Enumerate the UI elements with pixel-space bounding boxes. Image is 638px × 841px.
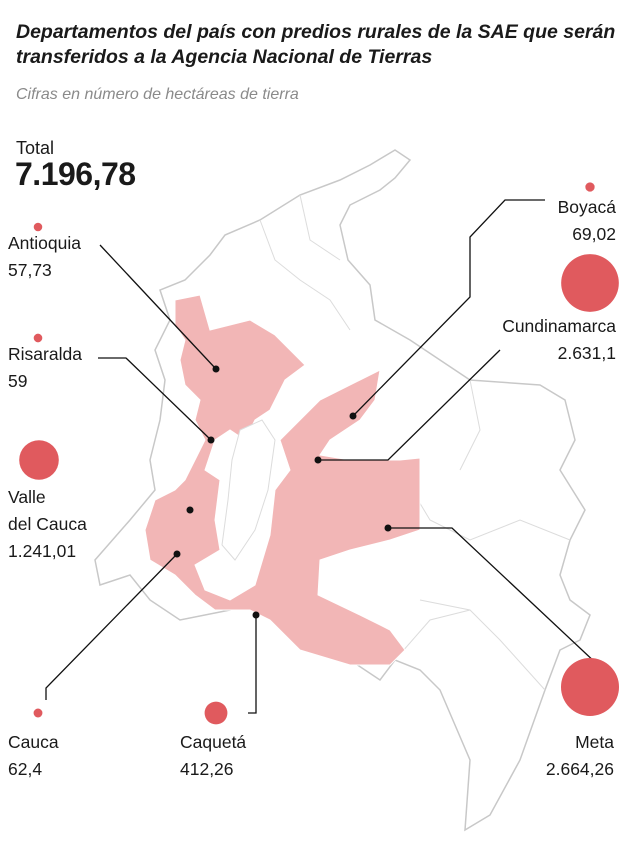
leader-lines [45,199,599,714]
department-name: Risaralda [8,344,82,364]
department-label: Caquetá 412,26 [180,729,246,783]
title: Departamentos del país con predios rural… [16,21,616,68]
total-value: 7.196,78 [15,156,136,192]
value-bubble [561,254,619,312]
department-label: Risaralda 59 [8,341,82,395]
department-value: 2.631,1 [557,343,616,363]
value-bubble [19,440,59,480]
value-bubble [204,701,228,725]
department-label: Meta 2.664,26 [546,729,614,783]
subtitle: Cifras en número de hectáreas de tierra [16,86,299,103]
value-bubble [33,222,43,232]
department-value: 412,26 [180,759,234,779]
department-value: 59 [8,371,28,391]
department-value: 57,73 [8,260,52,280]
department-label: Boyacá 69,02 [558,194,616,248]
department-name: Valle del Cauca [8,487,87,534]
department-name: Antioquia [8,233,81,253]
department-name: Meta [575,732,614,752]
department-value: 62,4 [8,759,43,779]
department-name: Cauca [8,732,59,752]
value-bubble [560,657,620,717]
department-label: Valle del Cauca 1.241,01 [8,484,87,565]
department-value: 1.241,01 [8,541,77,561]
department-value: 69,02 [572,224,616,244]
department-label: Antioquia 57,73 [8,230,81,284]
total-label: Total [16,138,55,158]
location-dots [173,365,392,619]
department-value: 2.664,26 [545,759,614,779]
value-bubble [33,708,43,718]
department-label: Cundinamarca 2.631,1 [502,313,616,367]
value-bubble [33,333,43,343]
map-gap [221,419,276,561]
department-label: Cauca 62,4 [8,729,59,783]
department-name: Caquetá [180,732,247,752]
value-bubble [585,182,595,192]
department-name: Cundinamarca [502,316,616,336]
department-name: Boyacá [557,197,616,217]
